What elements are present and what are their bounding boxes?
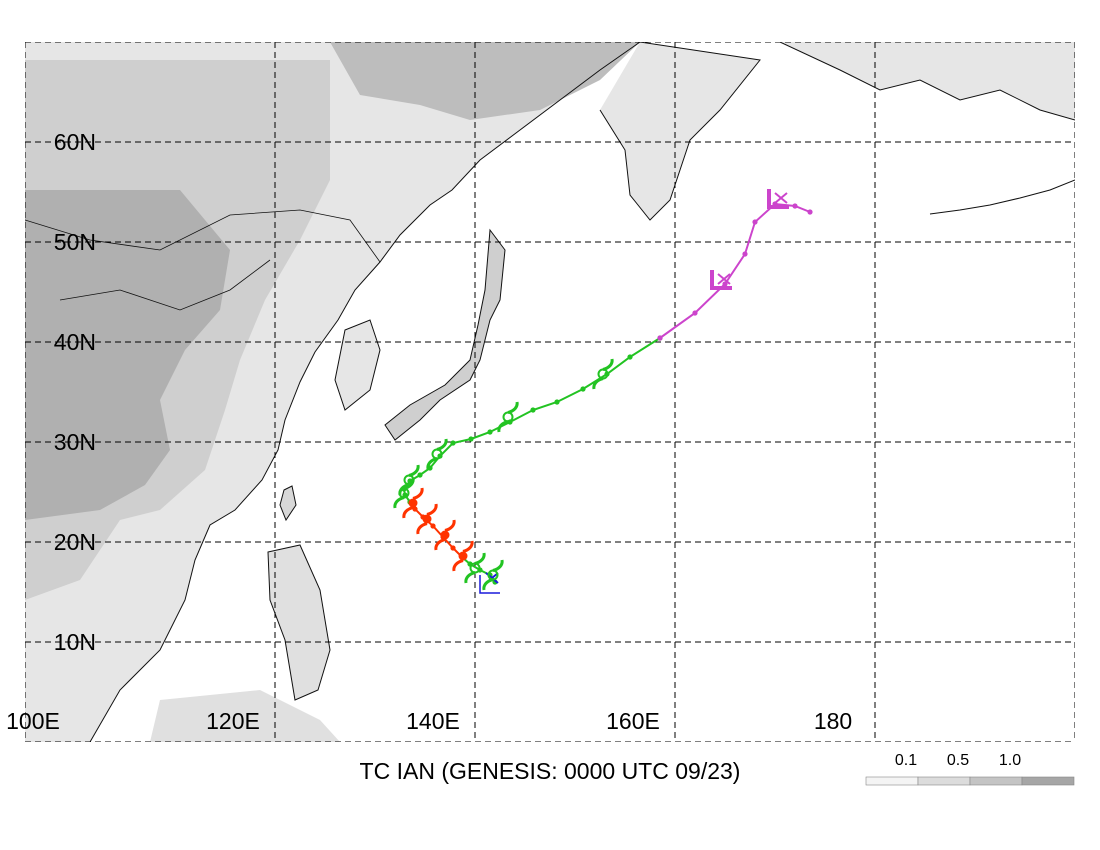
track-point <box>417 472 423 478</box>
lon-label-120: 120E <box>206 708 260 734</box>
track-point <box>412 506 418 512</box>
border-china-mongolia <box>59 259 271 311</box>
typhoon-symbol <box>452 540 474 572</box>
lon-label-180: 180 <box>814 708 852 734</box>
coastline-japan <box>384 228 506 441</box>
philippines <box>268 545 330 700</box>
track-segment-tropical-storm-2 <box>402 337 661 503</box>
track-point <box>468 436 474 442</box>
track-point <box>430 523 436 529</box>
coastline-korea <box>334 319 381 411</box>
track-point <box>742 251 748 257</box>
lat-label-20: 20N <box>54 529 96 555</box>
typhoon-symbol <box>402 487 424 519</box>
lat-label-40: 40N <box>54 329 96 355</box>
taiwan <box>280 486 296 520</box>
terrain-layer <box>25 42 1075 742</box>
extratropical-symbol <box>767 189 789 209</box>
borneo-sulawesi <box>150 690 340 742</box>
lat-label-60: 60N <box>54 129 96 155</box>
tropical-storm-symbol <box>426 438 448 470</box>
typhoon-symbol <box>416 503 438 535</box>
intensity-legend: 0.1 0.5 1.0 <box>865 752 1075 786</box>
typhoon-symbol <box>434 519 456 551</box>
coastline-kamchatka <box>599 42 761 221</box>
track-point <box>554 399 560 405</box>
tropical-storm-symbol <box>497 401 519 433</box>
legend-label-1-0: 1.0 <box>999 752 1021 769</box>
coastline-taiwan <box>279 485 297 522</box>
track-point <box>450 545 456 551</box>
tropical-storm-symbol <box>464 552 486 584</box>
siberia-uplands <box>330 42 640 120</box>
korea <box>335 320 380 410</box>
lat-label-50: 50N <box>54 229 96 255</box>
track-point <box>530 407 536 413</box>
legend-label-0-1: 0.1 <box>895 752 917 769</box>
extratropical-symbol <box>710 270 732 290</box>
tropical-storm-symbol <box>398 464 420 496</box>
chukotka-alaska <box>780 42 1075 120</box>
track-point <box>487 429 493 435</box>
coastline-alaska <box>779 42 1075 121</box>
legend-label-0-5: 0.5 <box>947 752 969 769</box>
japan-islands <box>385 230 505 440</box>
track-point <box>807 209 813 215</box>
track-point <box>657 335 663 341</box>
tropical-storm-symbol <box>592 358 614 390</box>
border-china-russia <box>25 209 381 263</box>
track-point <box>692 310 698 316</box>
lon-label-160: 160E <box>606 708 660 734</box>
track-point <box>450 440 456 446</box>
kamchatka <box>600 42 760 220</box>
track-layer <box>393 189 813 594</box>
track-point <box>722 281 728 287</box>
coastlines <box>25 42 1075 742</box>
track-point <box>580 386 586 392</box>
coastline-asia <box>89 42 641 742</box>
track-point <box>627 354 633 360</box>
lat-label-10: 10N <box>54 629 96 655</box>
track-segment-extratropical-3 <box>659 202 811 339</box>
grid <box>25 42 1075 742</box>
axis-labels: 100E 120E 140E 160E 180 10N 20N 30N 40N 50N 60N <box>6 129 852 734</box>
coastline-aleutians <box>929 179 1075 215</box>
tropical-storm-symbol <box>482 559 504 591</box>
lon-label-100: 100E <box>6 708 60 734</box>
legend-swatch-4 <box>1021 776 1075 786</box>
track-point <box>792 203 798 209</box>
lon-label-140: 140E <box>406 708 460 734</box>
track-point <box>752 219 758 225</box>
map-title: TC IAN (GENESIS: 0000 UTC 09/23) <box>359 758 741 784</box>
lat-label-30: 30N <box>54 429 96 455</box>
asia-highlands <box>25 190 230 520</box>
